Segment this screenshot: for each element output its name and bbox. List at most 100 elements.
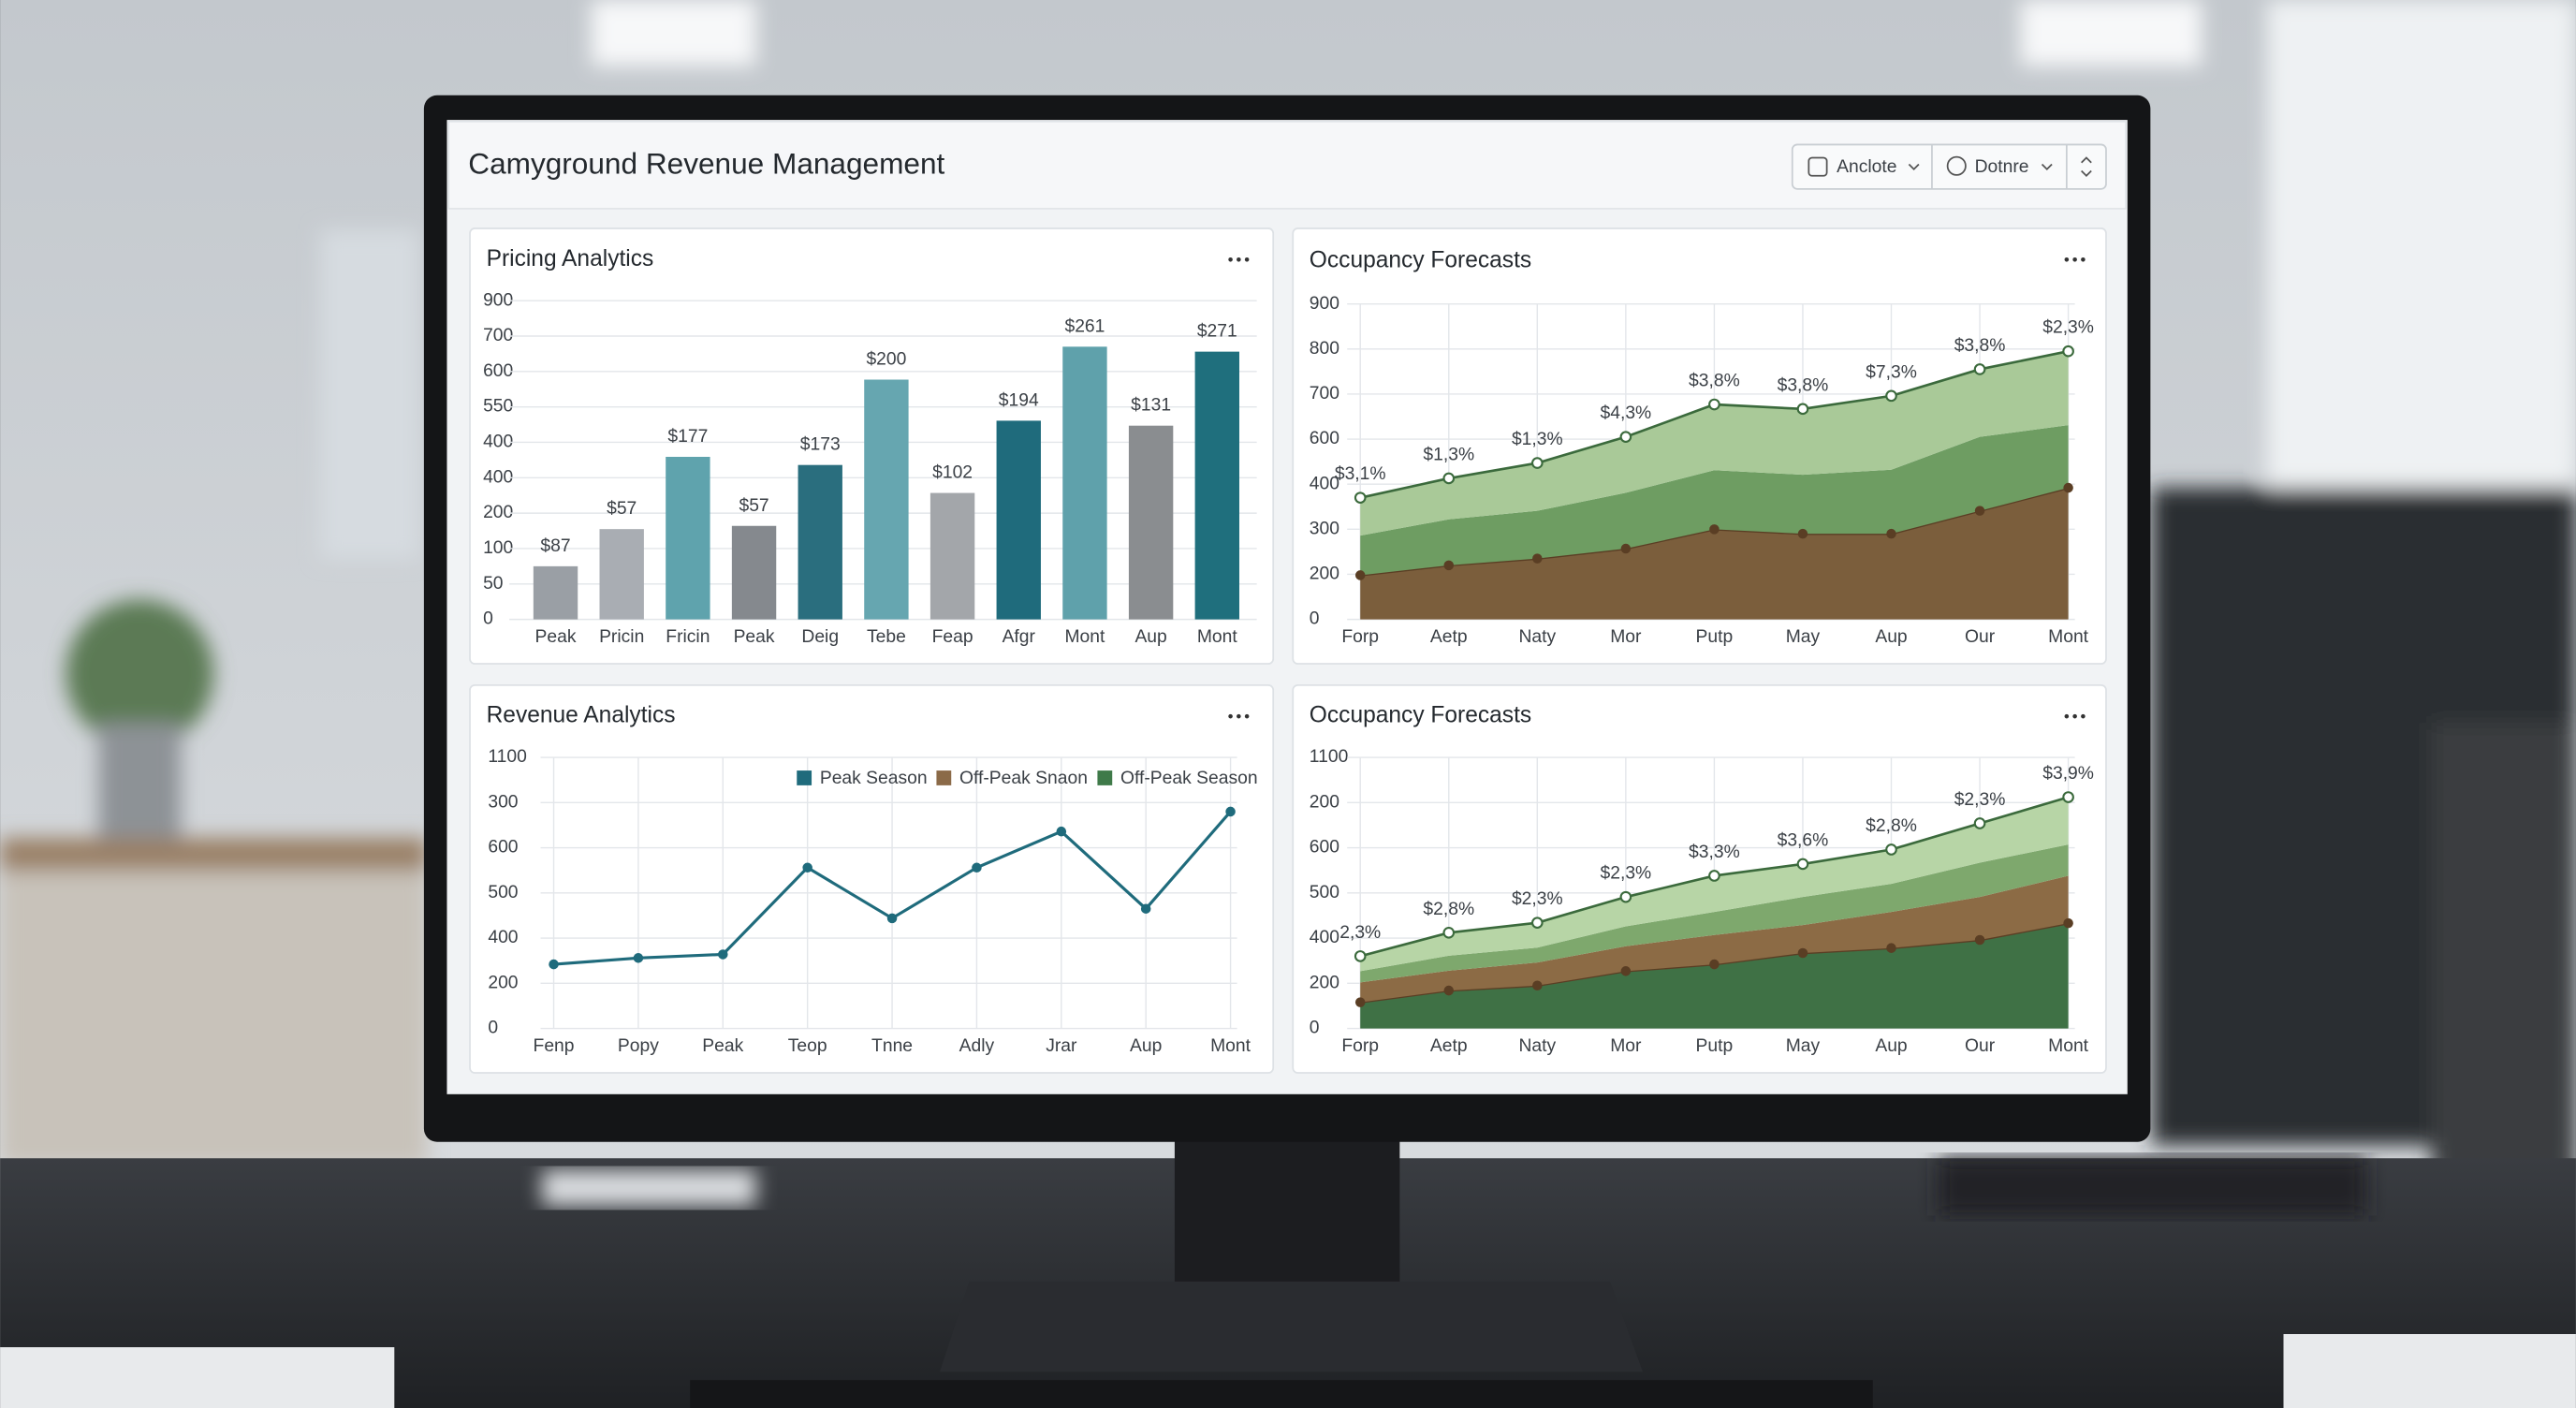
button[interactable]: Anclote bbox=[1808, 156, 1920, 177]
point bbox=[1973, 817, 1986, 829]
y-tick-label: 600 bbox=[1310, 838, 1339, 858]
point bbox=[1530, 917, 1544, 929]
point bbox=[1619, 890, 1632, 903]
point bbox=[633, 953, 644, 963]
x-tick-label: Aetp bbox=[1430, 1036, 1468, 1056]
point-annotation: $3,3% bbox=[1689, 843, 1740, 862]
bar-annotation: $57 bbox=[607, 499, 637, 519]
y-tick-label: 200 bbox=[483, 503, 513, 522]
y-tick-label: 500 bbox=[1310, 883, 1339, 902]
area bbox=[1360, 425, 2069, 576]
header: Camyground Revenue Management Anclote Do… bbox=[447, 121, 2127, 210]
bar bbox=[1062, 346, 1107, 620]
point bbox=[1796, 858, 1809, 871]
point bbox=[1885, 389, 1897, 403]
x-tick-label: Forp bbox=[1341, 627, 1379, 647]
bar-annotation: $57 bbox=[739, 496, 768, 516]
point-annotation: 2,3% bbox=[1339, 923, 1381, 943]
bar bbox=[731, 525, 777, 620]
point bbox=[1709, 524, 1720, 535]
bar-annotation: $173 bbox=[800, 435, 841, 455]
button-label[interactable]: Dotnre bbox=[1975, 157, 2029, 177]
bar bbox=[1128, 425, 1174, 620]
panel-title: Occupancy Forecasts bbox=[1310, 248, 1531, 273]
y-tick-label: 0 bbox=[483, 609, 493, 629]
point bbox=[1620, 543, 1632, 554]
point bbox=[972, 862, 982, 873]
y-tick-label: 0 bbox=[488, 1019, 498, 1038]
point bbox=[1056, 826, 1067, 837]
point bbox=[1797, 947, 1808, 959]
point bbox=[2062, 791, 2074, 803]
x-tick-label: Popy bbox=[618, 1036, 659, 1056]
point-annotation: $2,3% bbox=[1512, 889, 1563, 909]
y-tick-label: 100 bbox=[483, 538, 513, 558]
point-annotation: $3,8% bbox=[1778, 375, 1829, 395]
bar bbox=[1194, 351, 1239, 620]
menu-icon[interactable] bbox=[1228, 257, 1250, 262]
toolbar: Anclote Dotnre bbox=[1791, 143, 2107, 190]
x-tick-label: Our bbox=[1965, 1036, 1996, 1056]
point-annotation: $3,9% bbox=[2042, 764, 2094, 784]
x-tick-label: Jrar bbox=[1046, 1036, 1077, 1056]
point-annotation: $3,8% bbox=[1689, 372, 1740, 391]
menu-icon[interactable] bbox=[2064, 257, 2086, 262]
point-annotation: $1,3% bbox=[1423, 445, 1474, 464]
point bbox=[1709, 959, 1720, 970]
legend-swatch bbox=[936, 770, 952, 785]
y-tick-label: 400 bbox=[1310, 928, 1339, 947]
x-tick-label: Feap bbox=[932, 627, 973, 647]
bar-annotation: $87 bbox=[540, 536, 570, 556]
point bbox=[1354, 950, 1367, 962]
y-tick-label: 1100 bbox=[488, 747, 527, 767]
point bbox=[718, 949, 728, 960]
x-tick-label: Our bbox=[1965, 627, 1996, 647]
point bbox=[2063, 917, 2073, 929]
point bbox=[1619, 431, 1632, 443]
x-tick-label: Aup bbox=[1875, 1036, 1907, 1056]
point bbox=[1974, 934, 1985, 946]
point-annotation: $2,3% bbox=[2042, 318, 2094, 338]
point-annotation: $7,3% bbox=[1866, 362, 1917, 382]
point bbox=[1442, 926, 1456, 939]
x-tick-label: Aup bbox=[1130, 1036, 1162, 1056]
point bbox=[802, 862, 812, 873]
y-tick-label: 700 bbox=[483, 326, 513, 345]
legend-label: Off-Peak Season bbox=[1120, 769, 1258, 788]
sort-button[interactable] bbox=[2081, 156, 2092, 178]
y-tick-label: 600 bbox=[483, 361, 513, 381]
menu-icon[interactable] bbox=[2064, 713, 2086, 719]
y-tick-label: 200 bbox=[1310, 565, 1339, 584]
point bbox=[1140, 903, 1151, 914]
point bbox=[1886, 528, 1896, 539]
x-tick-label: Forp bbox=[1341, 1036, 1379, 1056]
x-tick-label: Afgr bbox=[1003, 627, 1036, 647]
point bbox=[1530, 457, 1544, 469]
y-tick-label: 1100 bbox=[1310, 747, 1349, 767]
legend-label: Peak Season bbox=[820, 769, 928, 788]
panel-title: Revenue Analytics bbox=[487, 703, 676, 728]
point bbox=[1442, 472, 1456, 485]
x-tick-label: Peak bbox=[702, 1036, 743, 1056]
legend-label: Off-Peak Snaon bbox=[959, 769, 1088, 788]
x-tick-label: Mont bbox=[2048, 1036, 2089, 1056]
point bbox=[1974, 506, 1985, 516]
y-tick-label: 600 bbox=[1310, 429, 1339, 448]
x-tick-label: May bbox=[1786, 1036, 1821, 1056]
bar bbox=[929, 492, 975, 620]
point-annotation: $2,3% bbox=[1601, 864, 1652, 884]
button[interactable]: Dotnre bbox=[1946, 155, 2053, 178]
x-tick-label: Deig bbox=[801, 627, 839, 647]
menu-icon[interactable] bbox=[1228, 713, 1250, 719]
bar bbox=[864, 379, 909, 620]
y-tick-label: 200 bbox=[1310, 973, 1339, 992]
point bbox=[1796, 403, 1809, 416]
bar bbox=[996, 420, 1041, 620]
x-tick-label: Naty bbox=[1518, 1036, 1556, 1056]
bar-annotation: $261 bbox=[1064, 316, 1105, 336]
point bbox=[1886, 943, 1896, 953]
button-label[interactable]: Anclote bbox=[1837, 157, 1896, 177]
y-tick-label: 0 bbox=[1310, 1019, 1320, 1038]
